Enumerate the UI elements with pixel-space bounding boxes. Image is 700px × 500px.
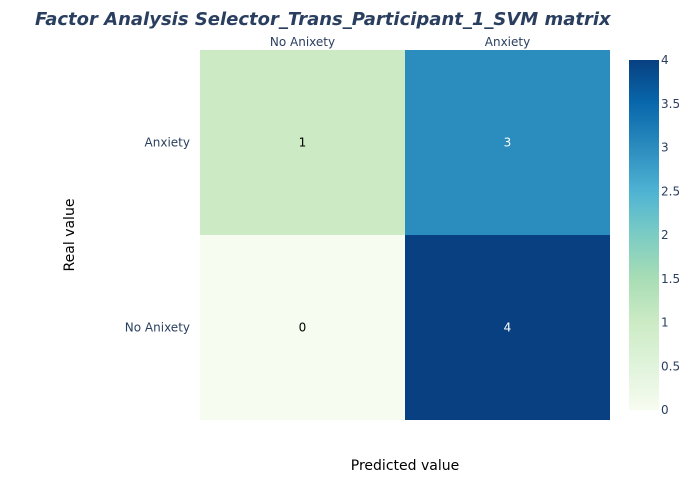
heatmap-cells: 1 3 0 4 [200,50,610,420]
y-tick-label: No Anixety [125,321,190,335]
heatmap-cell [200,235,405,420]
cell-value-label: 1 [299,136,307,150]
y-axis-title: Real value [62,199,78,272]
colorbar-tick-label: 0.5 [661,359,680,373]
x-tick-label: Anxiety [485,35,530,49]
colorbar-ticks: 0 0.5 1 1.5 2 2.5 3 3.5 4 [661,53,680,417]
x-axis-title: Predicted value [351,458,459,474]
colorbar-tick-label: 4 [661,53,669,67]
heatmap-cell [405,235,610,420]
colorbar-tick-label: 0 [661,403,669,417]
colorbar-tick-label: 3 [661,141,669,155]
colorbar-tick-label: 2.5 [661,184,680,198]
colorbar-tick-label: 3.5 [661,97,680,111]
colorbar-tick-label: 1 [661,316,669,330]
heatmap-cell [405,50,610,235]
y-tick-label: Anxiety [145,136,190,150]
cell-value-label: 3 [504,136,512,150]
colorbar-tick-label: 1.5 [661,272,680,286]
x-tick-label: No Anixety [270,35,335,49]
y-axis-ticks: Anxiety No Anixety [125,136,190,335]
cell-value-label: 0 [299,321,307,335]
colorbar-tick-label: 2 [661,228,669,242]
cell-value-label: 4 [504,321,512,335]
colorbar [629,60,659,410]
heatmap-cell [200,50,405,235]
x-axis-ticks: No Anixety Anxiety [270,35,530,49]
chart-title: Factor Analysis Selector_Trans_Participa… [35,9,612,30]
